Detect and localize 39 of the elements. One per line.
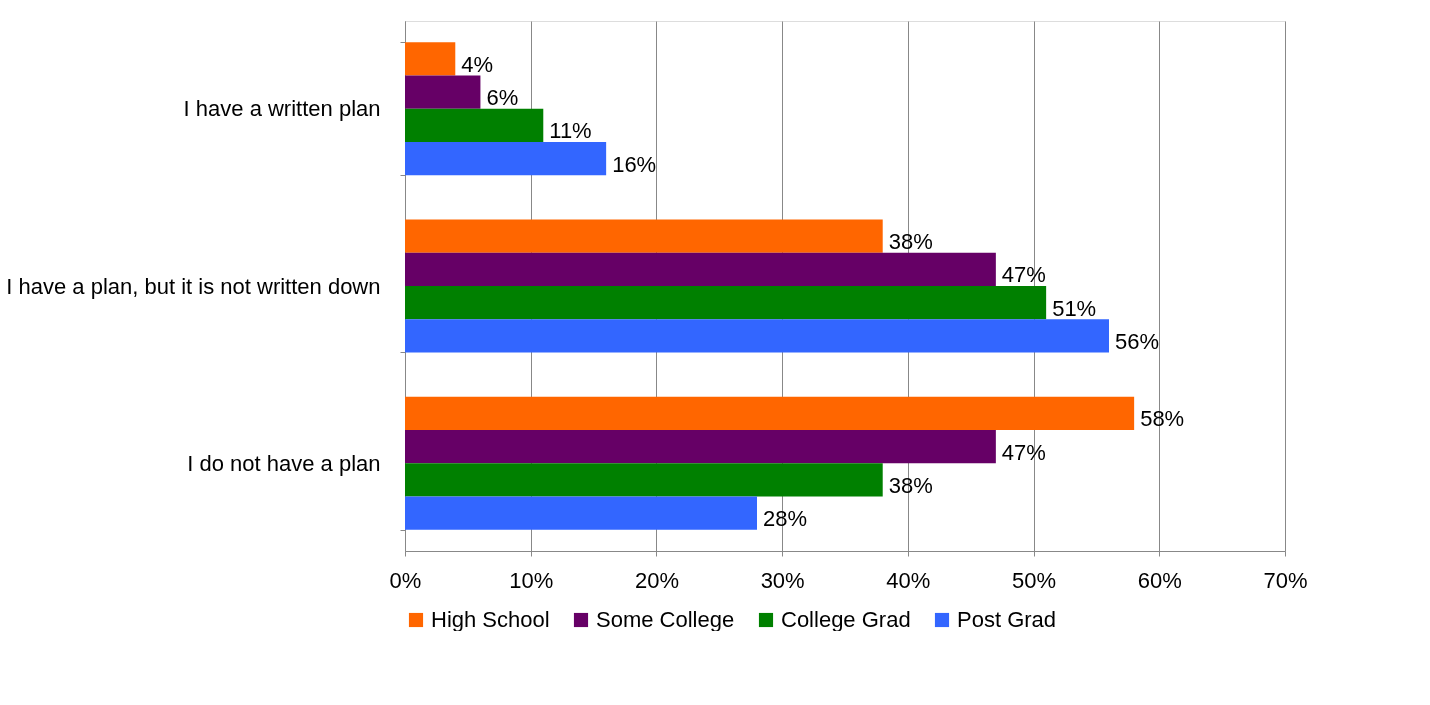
data-label: 38% (888, 229, 933, 255)
data-label: 51% (1052, 295, 1097, 321)
bar (405, 252, 996, 286)
bar (405, 496, 757, 530)
bar (405, 75, 481, 109)
x-tick-label: 30% (760, 567, 805, 593)
bar (405, 319, 1109, 353)
bar (405, 463, 883, 497)
x-tick-label: 0% (389, 567, 422, 593)
legend-label: Some College (596, 607, 735, 632)
bar (405, 141, 607, 176)
legend-label: College Grad (781, 607, 911, 632)
data-label: 28% (763, 506, 808, 532)
data-label: 6% (486, 85, 519, 111)
x-tick-label: 60% (1137, 567, 1182, 593)
bar (405, 286, 1047, 320)
data-label: 11% (549, 118, 592, 144)
legend-label: High School (431, 607, 550, 632)
y-tick-label: I have a plan, but it is not written down (6, 273, 381, 299)
bar (405, 430, 996, 464)
data-label: 56% (1115, 328, 1160, 354)
x-tick-label: 20% (634, 567, 679, 593)
bar (405, 42, 456, 76)
y-tick-label: I have a written plan (183, 96, 381, 122)
x-tick-label: 40% (886, 567, 931, 593)
data-label: 47% (1001, 262, 1046, 288)
bar (405, 219, 883, 253)
bar (405, 108, 544, 142)
data-label: 47% (1001, 439, 1046, 465)
data-label: 16% (612, 151, 657, 177)
x-tick-label: 70% (1263, 567, 1308, 593)
data-label: 38% (888, 472, 933, 498)
data-label: 4% (461, 51, 494, 77)
data-label: 58% (1140, 406, 1185, 432)
x-tick-label: 50% (1012, 567, 1057, 593)
legend-label: Post Grad (957, 607, 1057, 632)
bar (405, 396, 1135, 431)
x-tick-label: 10% (509, 567, 554, 593)
y-tick-label: I do not have a plan (187, 450, 381, 476)
